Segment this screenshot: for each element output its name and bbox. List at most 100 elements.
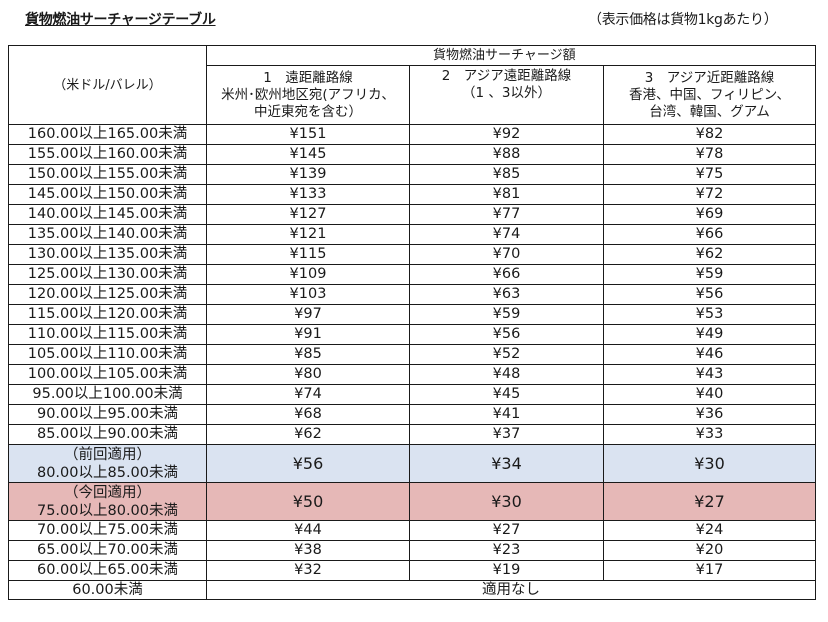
price-range-cell: 130.00以上135.00未満 bbox=[8, 244, 207, 265]
table-row: 150.00以上155.00未満 ¥139 ¥85 ¥75 bbox=[8, 164, 817, 185]
current-applied-row: （今回適用） 75.00以上80.00未満 ¥50 ¥30 ¥27 bbox=[8, 482, 817, 521]
surcharge-cell-c1: ¥80 bbox=[206, 364, 410, 385]
price-range-cell: 85.00以上90.00未満 bbox=[8, 424, 207, 445]
surcharge-cell-c2: ¥63 bbox=[409, 284, 604, 305]
surcharge-cell-c3: ¥56 bbox=[602, 284, 817, 305]
surcharge-cell-c2: ¥59 bbox=[409, 304, 604, 325]
surcharge-cell-c1: ¥85 bbox=[206, 344, 410, 365]
surcharge-cell-c3: ¥75 bbox=[602, 164, 817, 185]
surcharge-cell-c2: ¥70 bbox=[409, 244, 604, 265]
surcharge-cell-c2: ¥23 bbox=[409, 540, 604, 561]
range-text: 60.00以上65.00未満 bbox=[36, 562, 179, 578]
surcharge-cell-c2: ¥30 bbox=[409, 482, 604, 521]
table-row: 140.00以上145.00未満 ¥127 ¥77 ¥69 bbox=[8, 204, 817, 225]
range-text: 125.00以上130.00未満 bbox=[27, 266, 188, 282]
price-range-cell: 100.00以上105.00未満 bbox=[8, 364, 207, 385]
surcharge-cell-c3: ¥46 bbox=[602, 344, 817, 365]
price-note: （表示価格は貨物1kgあたり） bbox=[588, 12, 778, 28]
range-text: 130.00以上135.00未満 bbox=[27, 246, 188, 262]
price-range-cell: 120.00以上125.00未満 bbox=[8, 284, 207, 305]
surcharge-cell-c1: ¥50 bbox=[206, 482, 410, 521]
surcharge-cell-c3: ¥53 bbox=[602, 304, 817, 325]
surcharge-cell-c1: ¥91 bbox=[206, 324, 410, 345]
column-header-asia-short: 3 アジア近距離路線 香港、中国、フィリピン、 台湾、韓国、グアム bbox=[602, 65, 817, 125]
price-range-cell: 125.00以上130.00未満 bbox=[8, 264, 207, 285]
surcharge-cell-c3: ¥49 bbox=[602, 324, 817, 345]
price-range-cell: 105.00以上110.00未満 bbox=[8, 344, 207, 365]
not-applicable-cell: 適用なし bbox=[205, 580, 817, 600]
range-text: 160.00以上165.00未満 bbox=[27, 126, 188, 142]
surcharge-cell-c2: ¥48 bbox=[409, 364, 604, 385]
price-range-cell: 60.00以上65.00未満 bbox=[8, 560, 207, 581]
surcharge-cell-c1: ¥74 bbox=[206, 384, 410, 405]
range-text: 155.00以上160.00未満 bbox=[27, 146, 188, 162]
surcharge-cell-c2: ¥81 bbox=[409, 184, 604, 205]
surcharge-cell-c3: ¥69 bbox=[602, 204, 817, 225]
price-range-cell: 135.00以上140.00未満 bbox=[8, 224, 207, 245]
surcharge-cell-c1: ¥115 bbox=[206, 244, 410, 265]
surcharge-cell-c2: ¥37 bbox=[409, 424, 604, 445]
below-threshold-row: 60.00未満 適用なし bbox=[8, 580, 817, 600]
surcharge-cell-c3: ¥17 bbox=[602, 560, 817, 581]
table-row: 160.00以上165.00未満 ¥151 ¥92 ¥82 bbox=[8, 124, 817, 145]
unit-header: （米ドル/バレル） bbox=[8, 45, 207, 125]
table-row: 125.00以上130.00未満 ¥109 ¥66 ¥59 bbox=[8, 264, 817, 285]
surcharge-cell-c2: ¥77 bbox=[409, 204, 604, 225]
range-text: 120.00以上125.00未満 bbox=[27, 286, 188, 302]
range-text: 135.00以上140.00未満 bbox=[27, 226, 188, 242]
table-row: 65.00以上70.00未満 ¥38 ¥23 ¥20 bbox=[8, 540, 817, 561]
surcharge-cell-c1: ¥38 bbox=[206, 540, 410, 561]
table-row: 85.00以上90.00未満 ¥62 ¥37 ¥33 bbox=[8, 424, 817, 445]
range-text: 70.00以上75.00未満 bbox=[36, 522, 179, 538]
table-row: 130.00以上135.00未満 ¥115 ¥70 ¥62 bbox=[8, 244, 817, 265]
surcharge-group-header: 貨物燃油サーチャージ額 bbox=[205, 45, 817, 66]
range-text: 75.00以上80.00未満 bbox=[36, 502, 179, 519]
surcharge-table: （米ドル/バレル） 貨物燃油サーチャージ額 1 遠距離路線 米州･欧州地区宛(ア… bbox=[8, 45, 817, 600]
surcharge-cell-c2: ¥88 bbox=[409, 144, 604, 165]
surcharge-cell-c1: ¥44 bbox=[206, 520, 410, 541]
price-range-cell: （今回適用） 75.00以上80.00未満 bbox=[8, 482, 207, 521]
surcharge-cell-c3: ¥72 bbox=[602, 184, 817, 205]
table-row: 105.00以上110.00未満 ¥85 ¥52 ¥46 bbox=[8, 344, 817, 365]
surcharge-cell-c3: ¥62 bbox=[602, 244, 817, 265]
range-text: 65.00以上70.00未満 bbox=[36, 542, 179, 558]
price-range-cell: 145.00以上150.00未満 bbox=[8, 184, 207, 205]
surcharge-cell-c3: ¥82 bbox=[602, 124, 817, 145]
surcharge-cell-c1: ¥127 bbox=[206, 204, 410, 225]
surcharge-cell-c1: ¥62 bbox=[206, 424, 410, 445]
surcharge-cell-c2: ¥27 bbox=[409, 520, 604, 541]
surcharge-cell-c1: ¥97 bbox=[206, 304, 410, 325]
price-range-cell: 140.00以上145.00未満 bbox=[8, 204, 207, 225]
table-row: 90.00以上95.00未満 ¥68 ¥41 ¥36 bbox=[8, 404, 817, 425]
price-range-cell: 110.00以上115.00未満 bbox=[8, 324, 207, 345]
table-row: 70.00以上75.00未満 ¥44 ¥27 ¥24 bbox=[8, 520, 817, 541]
range-text: 110.00以上115.00未満 bbox=[27, 326, 188, 342]
surcharge-cell-c1: ¥121 bbox=[206, 224, 410, 245]
surcharge-cell-c3: ¥43 bbox=[602, 364, 817, 385]
range-text: 150.00以上155.00未満 bbox=[27, 166, 188, 182]
table-row: 115.00以上120.00未満 ¥97 ¥59 ¥53 bbox=[8, 304, 817, 325]
range-text: 140.00以上145.00未満 bbox=[27, 206, 188, 222]
table-row: 145.00以上150.00未満 ¥133 ¥81 ¥72 bbox=[8, 184, 817, 205]
price-range-cell: 160.00以上165.00未満 bbox=[8, 124, 207, 145]
range-text: 90.00以上95.00未満 bbox=[36, 406, 179, 422]
surcharge-cell-c1: ¥32 bbox=[206, 560, 410, 581]
surcharge-cell-c1: ¥145 bbox=[206, 144, 410, 165]
price-range-cell: 150.00以上155.00未満 bbox=[8, 164, 207, 185]
surcharge-cell-c2: ¥56 bbox=[409, 324, 604, 345]
surcharge-cell-c3: ¥36 bbox=[602, 404, 817, 425]
price-range-cell: 155.00以上160.00未満 bbox=[8, 144, 207, 165]
table-row: 155.00以上160.00未満 ¥145 ¥88 ¥78 bbox=[8, 144, 817, 165]
surcharge-cell-c1: ¥68 bbox=[206, 404, 410, 425]
price-range-cell: 65.00以上70.00未満 bbox=[8, 540, 207, 561]
table-row: 135.00以上140.00未満 ¥121 ¥74 ¥66 bbox=[8, 224, 817, 245]
surcharge-cell-c2: ¥74 bbox=[409, 224, 604, 245]
table-row: 100.00以上105.00未満 ¥80 ¥48 ¥43 bbox=[8, 364, 817, 385]
price-range-cell: 70.00以上75.00未満 bbox=[8, 520, 207, 541]
table-row: 120.00以上125.00未満 ¥103 ¥63 ¥56 bbox=[8, 284, 817, 305]
surcharge-cell-c1: ¥56 bbox=[206, 444, 410, 483]
surcharge-cell-c2: ¥92 bbox=[409, 124, 604, 145]
surcharge-cell-c1: ¥103 bbox=[206, 284, 410, 305]
range-text: 95.00以上100.00未満 bbox=[32, 386, 183, 402]
price-range-cell: 90.00以上95.00未満 bbox=[8, 404, 207, 425]
